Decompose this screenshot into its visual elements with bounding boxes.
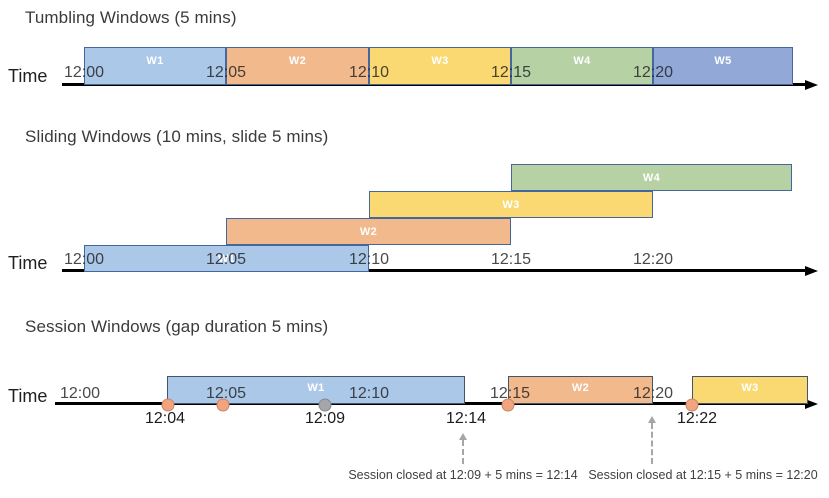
sliding-section-title: Sliding Windows (10 mins, slide 5 mins)	[25, 127, 329, 146]
sliding-tick-1215: 12:15	[490, 251, 532, 268]
tumbling-tick-1210: 12:10	[348, 64, 390, 81]
sliding-window-w3: W3	[369, 191, 653, 218]
sliding-time-axis-label: Time	[8, 253, 48, 273]
sliding-window-w1: W1	[84, 245, 369, 272]
window-label: W4	[573, 55, 591, 67]
tumbling-window-w3: W3	[369, 47, 511, 85]
tumbling-tick-1220: 12:20	[632, 64, 674, 81]
up-arrow-icon	[459, 433, 467, 440]
window-label: W3	[502, 198, 520, 211]
sliding-window-w2: W2	[226, 218, 511, 245]
sliding-axis-arrowhead-icon	[805, 266, 818, 276]
window-label: W5	[714, 55, 732, 67]
tumbling-time-axis-label: Time	[8, 66, 48, 86]
tumbling-window-w4: W4	[511, 47, 653, 85]
window-label: W2	[359, 225, 378, 238]
event-dot	[685, 398, 699, 412]
event-time-1214: 12:14	[445, 410, 487, 427]
tumbling-window-w2: W2	[226, 47, 369, 85]
session-tick-1210: 12:10	[348, 385, 390, 402]
sliding-tick-1205: 12:05	[205, 251, 247, 268]
annotation-arrow-line	[651, 423, 653, 464]
tumbling-tick-1200: 12:00	[63, 64, 105, 81]
sliding-tick-1210: 12:10	[348, 251, 390, 268]
tumbling-tick-1205: 12:05	[205, 64, 247, 81]
event-time-1222: 12:22	[676, 410, 718, 427]
up-arrow-icon	[648, 416, 656, 423]
window-label: W3	[431, 55, 449, 67]
sliding-tick-1220: 12:20	[632, 251, 674, 268]
window-label: W2	[571, 382, 590, 394]
sliding-tick-1200: 12:00	[63, 251, 105, 268]
tumbling-tick-1215: 12:15	[490, 64, 532, 81]
session-closed-annotation-1: Session closed at 12:09 + 5 mins = 12:14	[348, 468, 578, 482]
sliding-time-axis	[62, 269, 806, 272]
session-tick-1215: 12:15	[489, 385, 531, 402]
session-window-w2: W2	[508, 376, 653, 404]
event-dot	[161, 398, 175, 412]
event-time-1209: 12:09	[304, 410, 346, 427]
event-dot-gray	[318, 398, 332, 412]
event-time-1204: 12:04	[144, 410, 186, 427]
session-axis-arrowhead-icon	[805, 399, 818, 409]
session-closed-annotation-2: Session closed at 12:15 + 5 mins = 12:20	[588, 468, 818, 482]
session-window-w3: W3	[692, 376, 808, 404]
event-dot	[501, 398, 515, 412]
session-section-title: Session Windows (gap duration 5 mins)	[25, 317, 329, 336]
session-tick-1200: 12:00	[59, 385, 101, 402]
tumbling-window-w1: W1	[84, 47, 226, 85]
session-tick-1220: 12:20	[632, 385, 674, 402]
tumbling-axis-arrowhead-icon	[805, 80, 818, 90]
event-dot	[216, 398, 230, 412]
window-label: W4	[642, 171, 661, 184]
session-window-w1: W1	[167, 376, 465, 404]
sliding-window-w4: W4	[511, 164, 792, 191]
window-label: W1	[217, 252, 236, 265]
window-label: W1	[146, 55, 164, 67]
window-label: W2	[288, 55, 307, 67]
tumbling-window-w5: W5	[653, 47, 793, 85]
window-label: W3	[741, 382, 759, 394]
tumbling-section-title: Tumbling Windows (5 mins)	[25, 8, 237, 27]
session-tick-1205: 12:05	[205, 385, 247, 402]
window-label: W1	[307, 382, 325, 394]
annotation-arrow-line	[462, 440, 464, 464]
session-time-axis-label: Time	[8, 386, 48, 406]
